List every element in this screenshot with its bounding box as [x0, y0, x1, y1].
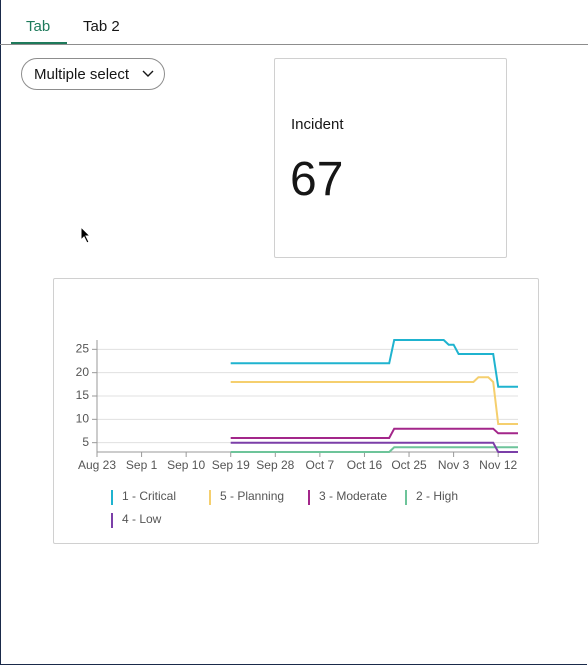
x-tick-label: Oct 7	[306, 458, 335, 472]
x-tick-label: Nov 12	[479, 458, 517, 472]
select-label: Multiple select	[34, 66, 130, 83]
kpi-value: 67	[290, 153, 344, 206]
legend-swatch	[308, 490, 310, 505]
tab[interactable]: Tab	[26, 18, 51, 35]
legend-swatch	[111, 490, 113, 505]
multi-select[interactable]: Multiple select	[21, 58, 165, 90]
y-tick-label: 25	[76, 342, 90, 356]
chevron	[142, 70, 154, 77]
legend-label: 3 - Moderate	[319, 489, 387, 503]
kpi-card: Incident 67	[274, 58, 507, 258]
y-tick-label: 10	[76, 412, 90, 426]
series-line	[230, 427, 518, 439]
series-line	[230, 376, 518, 425]
chart-card	[53, 278, 539, 544]
legend-label: 2 - High	[416, 489, 458, 503]
tab-indicator	[11, 42, 67, 44]
y-tick-label: 5	[82, 435, 89, 449]
tab[interactable]: Tab 2	[83, 18, 120, 35]
tab-bar: Tab Tab 2	[0, 0, 588, 45]
series-line	[230, 339, 518, 388]
x-tick-label: Sep 28	[256, 458, 294, 472]
series-line	[230, 446, 518, 453]
x-tick-label: Sep 19	[212, 458, 250, 472]
kpi-label: Incident	[291, 116, 344, 133]
legend-swatch	[209, 490, 211, 505]
cursor	[80, 226, 92, 244]
legend-swatch	[111, 513, 113, 528]
y-tick-label: 15	[76, 388, 90, 402]
legend-label: 1 - Critical	[122, 489, 176, 503]
series-line	[230, 441, 518, 453]
x-tick-label: Aug 23	[78, 458, 116, 472]
legend-label: 5 - Planning	[220, 489, 284, 503]
x-tick-label: Oct 16	[347, 458, 383, 472]
y-tick-label: 20	[76, 365, 90, 379]
x-tick-label: Nov 3	[438, 458, 470, 472]
x-tick-label: Sep 10	[167, 458, 205, 472]
legend-swatch	[405, 490, 407, 505]
x-tick-label: Sep 1	[126, 458, 158, 472]
x-tick-label: Oct 25	[391, 458, 427, 472]
legend-label: 4 - Low	[122, 512, 162, 526]
